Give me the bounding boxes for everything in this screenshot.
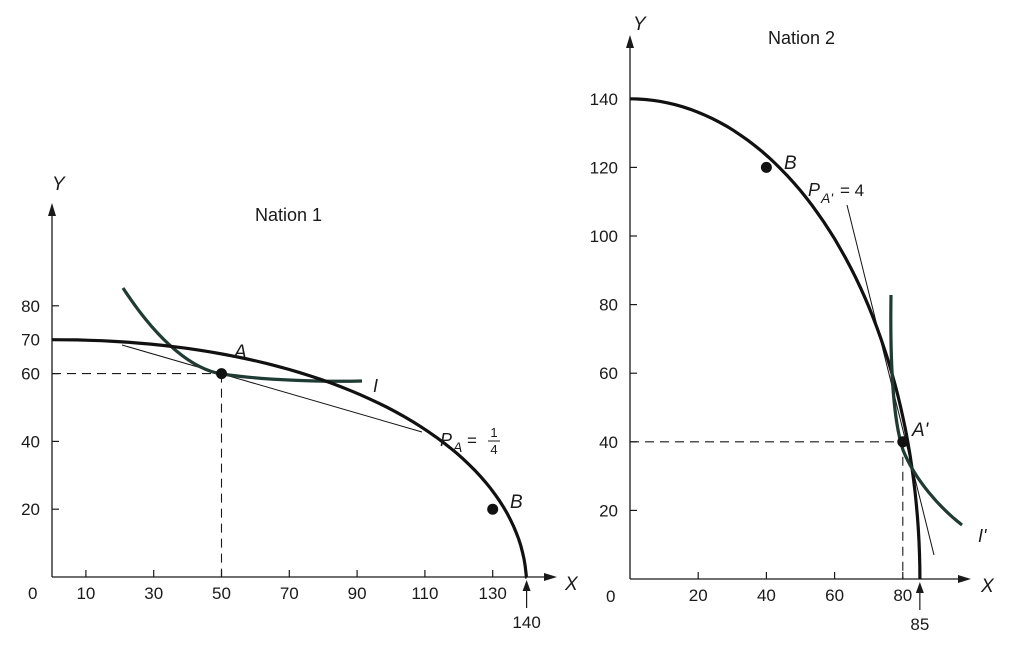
nation1-x-tick-label: 10: [76, 584, 95, 603]
nation1-origin-label: 0: [28, 584, 37, 603]
nation1-x-ticks: 10 30 50 70 90 110 130: [76, 570, 507, 603]
nation2-point-b: [760, 161, 772, 173]
nation2-intercept-arrow-head: [915, 582, 924, 593]
nation2-point-b-label: B: [784, 153, 797, 174]
nation2-y-tick-label: 60: [599, 364, 618, 383]
nation2-point-a-label: A': [911, 420, 930, 441]
nation2-price-equals: = 4: [840, 181, 864, 200]
nation2-y-arrow: [626, 35, 634, 48]
nation1-panel: Nation 1 Y X 0 10 30 50 70 90 110 130 20 40 60 70…: [21, 174, 579, 632]
nation2-price-symbol: P: [808, 180, 820, 200]
nation2-x-ticks: 20 40 60 80: [689, 572, 912, 605]
nation1-price-denominator: 4: [490, 442, 497, 457]
nation2-origin-label: 0: [606, 587, 615, 606]
nation2-indifference-label: I': [978, 526, 987, 546]
nation1-x-tick-label: 90: [348, 584, 367, 603]
nation2-intercept-label: 85: [910, 615, 929, 634]
nation1-price-numerator: 1: [490, 425, 497, 440]
nation1-indifference-label: I: [373, 376, 378, 396]
nation2-x-tick-label: 20: [689, 586, 708, 605]
nation1-x-arrow: [544, 573, 557, 581]
nation1-point-b-label: B: [510, 492, 523, 513]
nation1-y-tick-label: 70: [21, 331, 40, 350]
nation2-price-subscript: A': [820, 190, 834, 206]
nation2-y-tick-label: 140: [590, 90, 618, 109]
nation1-y-tick-label: 60: [21, 365, 40, 384]
nation2-x-axis-label: X: [980, 576, 995, 597]
nation1-point-a: [216, 368, 227, 380]
nation1-x-tick-label: 30: [144, 584, 163, 603]
nation2-panel: Nation 2 Y X 0 20 40 60 80 20 40 60 80 100 120 14…: [590, 14, 995, 634]
nation2-x-arrow: [958, 575, 971, 583]
nation1-intercept-arrow-head: [522, 580, 531, 591]
nation1-price-line: [121, 344, 423, 433]
nation1-y-axis-label: Y: [52, 174, 66, 195]
nation1-production-frontier: [51, 338, 528, 579]
nation2-point-a: [897, 436, 909, 448]
nation1-x-axis-label: X: [564, 574, 579, 595]
nation2-y-tick-label: 40: [599, 433, 618, 452]
nation1-y-tick-label: 20: [21, 500, 40, 519]
nation1-y-tick-label: 40: [21, 432, 40, 451]
nation1-intercept-label: 140: [512, 613, 540, 632]
nation2-title: Nation 2: [768, 28, 835, 48]
nation1-x-tick-label: 50: [212, 584, 231, 603]
nation2-production-frontier: [629, 97, 922, 580]
nation1-point-b: [487, 503, 499, 515]
nation2-x-tick-label: 80: [893, 586, 912, 605]
nation1-title: Nation 1: [255, 205, 322, 225]
nation2-y-ticks: 20 40 60 80 100 120 140: [590, 90, 637, 520]
nation1-y-ticks: 20 40 60 70 80: [21, 297, 59, 519]
nation2-y-tick-label: 80: [599, 296, 618, 315]
nation1-x-tick-label: 130: [479, 584, 507, 603]
nation1-price-subscript: A: [452, 439, 462, 455]
nation1-y-arrow: [48, 203, 56, 216]
nation2-y-tick-label: 120: [590, 158, 618, 177]
nation1-price-label: P A = 1 4: [440, 425, 500, 457]
nation1-indifference-curve: [121, 287, 363, 383]
nation1-x-tick-label: 70: [280, 584, 299, 603]
nation2-y-axis-label: Y: [633, 14, 647, 35]
nation1-price-equals: =: [467, 431, 477, 450]
nation1-point-a-label: A: [233, 342, 247, 363]
nation2-y-tick-label: 20: [599, 501, 618, 520]
nation2-y-tick-label: 100: [590, 227, 618, 246]
nation2-x-tick-label: 60: [825, 586, 844, 605]
nation1-price-symbol: P: [440, 430, 452, 450]
nation1-y-tick-label: 80: [21, 297, 40, 316]
nation2-price-line: [846, 204, 935, 556]
nation2-price-label: P A' = 4: [808, 180, 864, 206]
nation1-x-tick-label: 110: [411, 584, 438, 603]
nation2-x-tick-label: 40: [757, 586, 776, 605]
